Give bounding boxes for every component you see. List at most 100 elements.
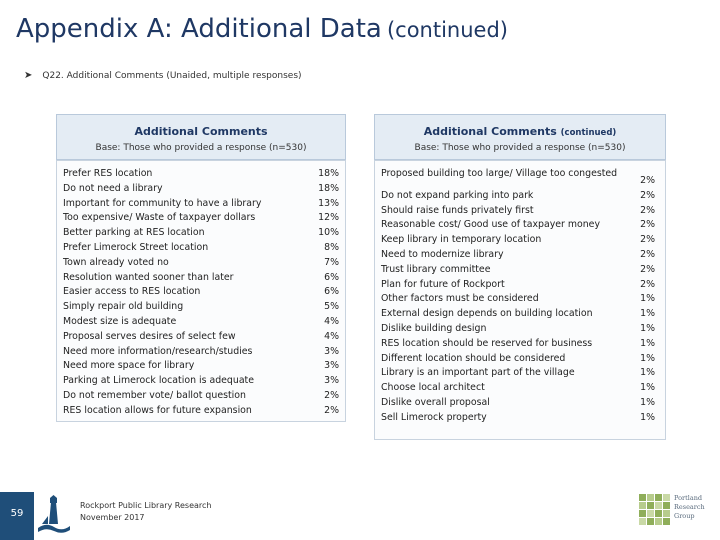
row-label: Modest size is adequate bbox=[63, 315, 177, 327]
prg-line-3: Group bbox=[674, 512, 695, 520]
row-value: 2% bbox=[640, 175, 655, 186]
left-comments-panel: Additional Comments Base: Those who prov… bbox=[56, 114, 346, 422]
row-value: 4% bbox=[324, 330, 339, 342]
table-row: RES location should be reserved for busi… bbox=[381, 337, 659, 352]
row-label: Simply repair old building bbox=[63, 301, 184, 313]
row-value: 1% bbox=[640, 293, 655, 305]
table-row: Important for community to have a librar… bbox=[63, 197, 339, 212]
row-value: 6% bbox=[324, 271, 339, 283]
table-row: Simply repair old building 5% bbox=[63, 300, 339, 315]
left-panel-base: Base: Those who provided a response (n=5… bbox=[95, 143, 307, 153]
row-value: 5% bbox=[324, 301, 339, 313]
table-row: Need to modernize library 2% bbox=[381, 248, 659, 263]
table-row: Should raise funds privately first 2% bbox=[381, 204, 659, 219]
row-label: Proposed building too large/ Village too… bbox=[381, 168, 618, 179]
table-row: Keep library in temporary location 2% bbox=[381, 233, 659, 248]
row-value: 1% bbox=[640, 411, 655, 423]
row-value: 3% bbox=[324, 375, 339, 387]
row-label: Town already voted no bbox=[63, 256, 169, 268]
row-value: 3% bbox=[324, 360, 339, 372]
table-row: Town already voted no 7% bbox=[63, 256, 339, 271]
table-row: External design depends on building loca… bbox=[381, 307, 659, 322]
row-value: 18% bbox=[318, 182, 339, 194]
row-label: RES location allows for future expansion bbox=[63, 404, 252, 416]
row-label: Reasonable cost/ Good use of taxpayer mo… bbox=[381, 219, 601, 231]
left-panel-body: Prefer RES location 18% Do not need a libr… bbox=[56, 160, 346, 422]
row-value: 10% bbox=[318, 227, 339, 239]
footer-line-2: November 2017 bbox=[80, 513, 145, 522]
table-row: Better parking at RES location 10% bbox=[63, 226, 339, 241]
page-title-sub: (continued) bbox=[386, 18, 508, 42]
table-row: Sell Limerock property 1% bbox=[381, 411, 659, 426]
prg-line-2: Research bbox=[674, 503, 705, 511]
row-value: 2% bbox=[640, 263, 655, 275]
arrow-bullet-icon: ➤ bbox=[24, 70, 33, 81]
table-row: Different location should be considered 1… bbox=[381, 352, 659, 367]
row-value: 1% bbox=[640, 308, 655, 320]
question-bullet: ➤ Q22. Additional Comments (Unaided, mul… bbox=[24, 70, 302, 81]
prg-grid-logo-icon bbox=[639, 494, 670, 525]
table-row: Choose local architect 1% bbox=[381, 381, 659, 396]
left-panel-title: Additional Comments bbox=[134, 125, 268, 138]
left-panel-header: Additional Comments Base: Those who prov… bbox=[56, 114, 346, 160]
row-label: Should raise funds privately first bbox=[381, 204, 534, 216]
row-label: Dislike overall proposal bbox=[381, 396, 490, 408]
lighthouse-logo-icon bbox=[36, 494, 72, 534]
row-label: Important for community to have a librar… bbox=[63, 197, 262, 209]
table-row: Need more information/research/studies 3% bbox=[63, 345, 339, 360]
row-label: Need more space for library bbox=[63, 360, 195, 372]
table-row: Library is an important part of the vill… bbox=[381, 366, 659, 381]
table-row: Dislike overall proposal 1% bbox=[381, 396, 659, 411]
row-value: 1% bbox=[640, 396, 655, 408]
table-row: Proposal serves desires of select few 4% bbox=[63, 330, 339, 345]
row-label: Need more information/research/studies bbox=[63, 345, 253, 357]
table-row: Do not expand parking into park 2% bbox=[381, 189, 659, 204]
row-label: Resolution wanted sooner than later bbox=[63, 271, 234, 283]
row-label: Need to modernize library bbox=[381, 248, 504, 260]
row-value: 8% bbox=[324, 241, 339, 253]
row-value: 2% bbox=[640, 219, 655, 231]
table-row: Modest size is adequate 4% bbox=[63, 315, 339, 330]
table-row: Reasonable cost/ Good use of taxpayer mo… bbox=[381, 218, 659, 233]
row-label: Proposal serves desires of select few bbox=[63, 330, 236, 342]
row-label: Prefer RES location bbox=[63, 168, 153, 179]
row-label: Trust library committee bbox=[381, 263, 491, 275]
table-row: RES location allows for future expansion… bbox=[63, 404, 339, 419]
row-value: 1% bbox=[640, 337, 655, 349]
table-row: Do not need a library 18% bbox=[63, 182, 339, 197]
page-number: 59 bbox=[0, 492, 34, 540]
row-value: 6% bbox=[324, 286, 339, 298]
row-label: Better parking at RES location bbox=[63, 227, 205, 239]
row-label: Do not need a library bbox=[63, 182, 163, 194]
table-row: Prefer RES location 18% bbox=[63, 167, 339, 182]
prg-line-1: Portland bbox=[674, 494, 703, 502]
footer-line-1: Rockport Public Library Research bbox=[80, 501, 212, 510]
row-label: Different location should be considered bbox=[381, 352, 566, 364]
row-label: Parking at Limerock location is adequate bbox=[63, 375, 255, 387]
row-value: 1% bbox=[640, 352, 655, 364]
row-label: Plan for future of Rockport bbox=[381, 278, 505, 290]
table-row: Dislike building design 1% bbox=[381, 322, 659, 337]
table-row: Resolution wanted sooner than later 6% bbox=[63, 271, 339, 286]
row-value: 1% bbox=[640, 322, 655, 334]
table-row: Plan for future of Rockport 2% bbox=[381, 278, 659, 293]
right-panel-title-main: Additional Comments bbox=[423, 125, 557, 138]
row-value: 2% bbox=[640, 189, 655, 201]
row-label: External design depends on building loca… bbox=[381, 308, 593, 320]
row-label: Prefer Limerock Street location bbox=[63, 241, 209, 253]
table-row: Need more space for library 3% bbox=[63, 359, 339, 374]
row-value: 18% bbox=[318, 168, 339, 179]
row-value: 2% bbox=[324, 389, 339, 401]
row-value: 1% bbox=[640, 382, 655, 394]
right-panel-header: Additional Comments (continued) Base: Th… bbox=[374, 114, 666, 160]
row-value: 13% bbox=[318, 197, 339, 209]
row-label: Keep library in temporary location bbox=[381, 234, 542, 246]
row-value: 3% bbox=[324, 345, 339, 357]
page-title-main: Appendix A: Additional Data bbox=[16, 14, 382, 44]
prg-logo-text: Portland Research Group bbox=[674, 494, 705, 521]
row-value: 12% bbox=[318, 212, 339, 224]
row-label: RES location should be reserved for busi… bbox=[381, 337, 593, 349]
row-value: 2% bbox=[640, 248, 655, 260]
table-row: Other factors must be considered 1% bbox=[381, 292, 659, 307]
row-label: Too expensive/ Waste of taxpayer dollars bbox=[63, 212, 256, 224]
